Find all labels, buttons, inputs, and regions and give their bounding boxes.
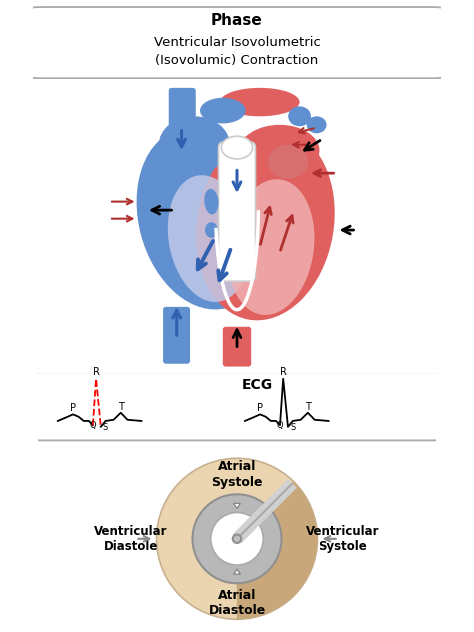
Ellipse shape: [137, 128, 269, 310]
FancyBboxPatch shape: [163, 307, 190, 364]
Ellipse shape: [228, 179, 314, 315]
Ellipse shape: [168, 175, 249, 302]
Ellipse shape: [268, 145, 308, 179]
Text: Q: Q: [277, 422, 283, 430]
Circle shape: [192, 494, 282, 583]
FancyBboxPatch shape: [29, 7, 445, 78]
Text: P: P: [70, 403, 76, 413]
Text: Ventricular Isovolumetric
(Isovolumic) Contraction: Ventricular Isovolumetric (Isovolumic) C…: [154, 36, 320, 67]
Text: S: S: [290, 423, 295, 432]
Circle shape: [156, 458, 318, 619]
Ellipse shape: [221, 136, 253, 159]
Ellipse shape: [205, 222, 218, 238]
Text: Ventricular
Systole: Ventricular Systole: [306, 525, 380, 553]
Text: Atrial
Systole: Atrial Systole: [211, 460, 263, 489]
Text: ECG: ECG: [241, 377, 273, 392]
Polygon shape: [234, 504, 240, 509]
Ellipse shape: [204, 189, 219, 214]
Text: Q: Q: [90, 422, 96, 430]
Polygon shape: [234, 569, 240, 574]
Text: R: R: [92, 367, 100, 377]
Text: Atrial
Diastole: Atrial Diastole: [209, 589, 265, 617]
Ellipse shape: [307, 116, 327, 133]
FancyBboxPatch shape: [36, 372, 438, 441]
Text: Phase: Phase: [211, 13, 263, 28]
Text: T: T: [118, 402, 124, 411]
Text: T: T: [305, 402, 311, 411]
FancyBboxPatch shape: [219, 142, 255, 281]
Text: S: S: [103, 423, 108, 432]
Circle shape: [211, 513, 263, 565]
FancyBboxPatch shape: [223, 327, 251, 367]
Text: Ventricular
Diastole: Ventricular Diastole: [94, 525, 168, 553]
Circle shape: [233, 535, 241, 543]
Ellipse shape: [240, 125, 319, 176]
Ellipse shape: [159, 116, 230, 173]
Ellipse shape: [220, 88, 300, 116]
Wedge shape: [237, 482, 318, 619]
Ellipse shape: [196, 128, 335, 320]
Text: P: P: [257, 403, 263, 413]
Text: R: R: [280, 367, 287, 377]
FancyBboxPatch shape: [169, 88, 196, 136]
Ellipse shape: [200, 98, 246, 123]
Ellipse shape: [288, 106, 311, 126]
